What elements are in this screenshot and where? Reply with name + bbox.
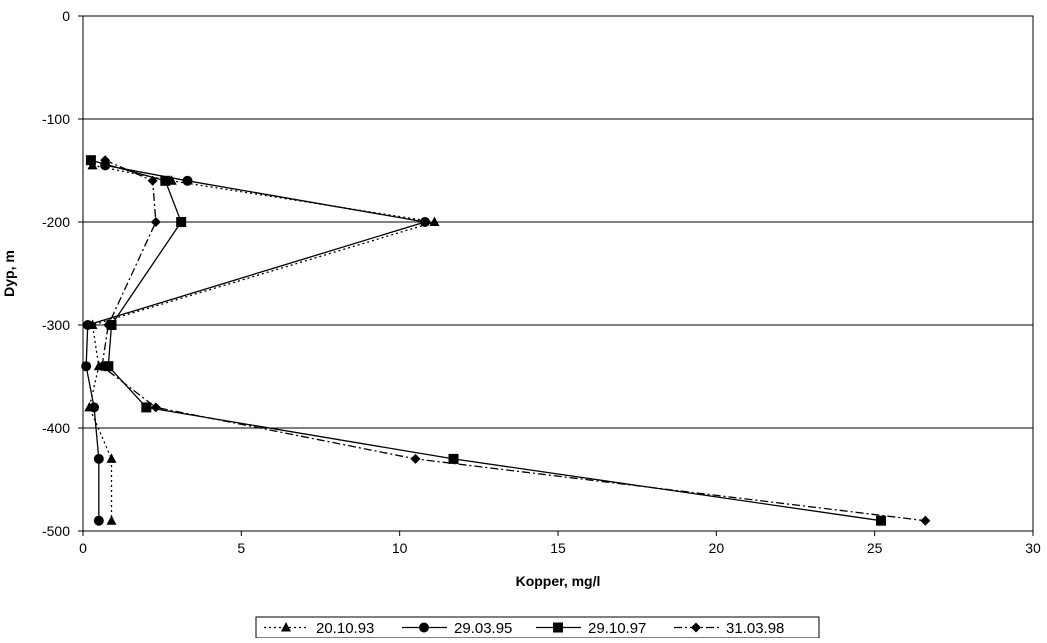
data-point-circle [82,320,93,330]
legend: 20.10.93 29.03.95 29.10.97 31.03.98 [255,616,820,639]
data-point-diamond [920,515,931,526]
legend-marker-triangle [281,622,291,632]
y-tick-label: 0 [62,8,70,24]
y-axis-title: Dyp, m [1,250,17,297]
series-31.03.98 [97,155,931,526]
x-tick-label: 20 [709,540,725,556]
data-point-diamond [97,361,107,372]
legend-label: 31.03.98 [726,620,784,637]
series-29.03.95 [81,160,430,526]
data-point-square [85,155,96,166]
legend-marker-square [553,622,563,633]
x-tick-label: 5 [237,540,245,556]
data-point-diamond [100,155,111,166]
data-point-diamond [103,320,114,330]
data-point-circle [81,361,92,372]
legend-label: 20.10.93 [316,620,374,637]
data-point-diamond [150,402,161,413]
y-tick-label: -400 [42,420,70,436]
data-point-square [160,175,171,186]
series-line [88,164,435,521]
data-point-triangle [106,515,117,525]
data-point-square [176,217,187,227]
x-tick-label: 25 [867,540,883,556]
data-point-diamond [150,217,161,227]
series-29.10.97 [85,155,886,526]
plot-area [83,16,1033,531]
series-line [101,159,926,522]
data-point-circle [89,402,100,413]
x-tick-label: 0 [79,540,87,556]
data-point-circle [420,217,430,227]
x-axis-title: Kopper, mg/l [516,573,601,589]
data-point-square [141,402,152,413]
legend-label: 29.10.97 [588,620,646,637]
series-line [90,159,882,522]
data-point-triangle [429,216,440,226]
legend-marker-circle [419,622,429,633]
y-tick-label: -100 [42,111,70,127]
legend-label: 29.03.95 [454,620,512,637]
data-point-circle [93,515,104,526]
x-tick-label: 10 [392,540,408,556]
y-tick-label: -200 [42,214,70,230]
data-point-square [876,515,886,526]
y-tick-label: -300 [42,317,70,333]
y-tick-label: -500 [42,523,70,539]
legend-marker-diamond [691,622,701,633]
data-point-triangle [106,453,117,463]
data-point-diamond [410,453,421,464]
data-point-square [448,453,459,464]
series-line [85,164,426,521]
data-point-circle [93,453,104,464]
data-point-circle [182,175,193,186]
data-point-square [103,361,114,372]
x-tick-label: 30 [1025,540,1041,556]
data-point-diamond [147,175,158,186]
x-tick-label: 15 [550,540,566,556]
